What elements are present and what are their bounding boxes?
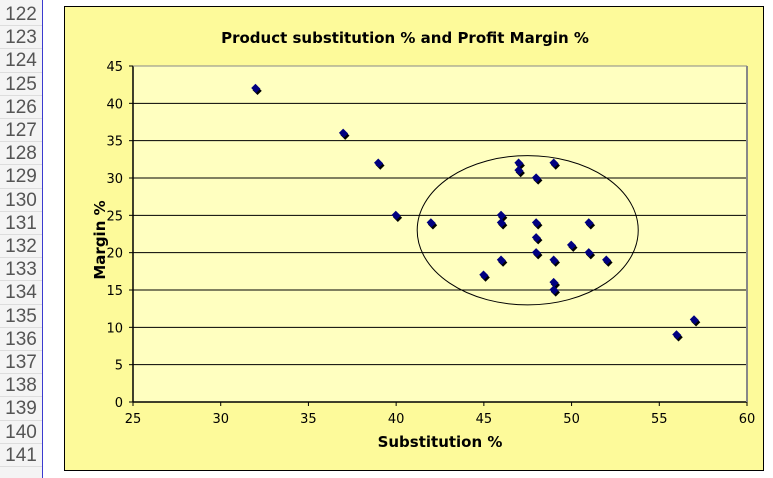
row-number[interactable]: 135: [0, 305, 42, 328]
x-tick-label: 55: [651, 412, 668, 427]
x-tick-label: 60: [739, 412, 756, 427]
row-number[interactable]: 123: [0, 26, 42, 50]
data-point: [549, 285, 559, 295]
data-point: [531, 233, 542, 243]
data-point: [251, 83, 261, 93]
y-tick-label: 5: [115, 359, 123, 374]
data-point: [374, 158, 384, 168]
y-tick-label: 10: [106, 321, 123, 336]
y-tick-label: 40: [106, 97, 123, 112]
data-point: [549, 277, 559, 288]
row-number[interactable]: 133: [0, 258, 42, 282]
data-point: [672, 330, 682, 340]
x-tick-label: 35: [300, 412, 317, 427]
row-number[interactable]: 141: [0, 444, 42, 467]
x-tick-label: 30: [212, 412, 229, 427]
y-axis-label: Margin %: [91, 200, 109, 279]
row-number[interactable]: 127: [0, 119, 42, 143]
y-tick-label: 20: [106, 247, 123, 262]
row-number[interactable]: 131: [0, 212, 42, 235]
row-number[interactable]: 140: [0, 421, 42, 444]
data-point: [531, 248, 542, 258]
x-tick-label: 25: [125, 412, 142, 427]
data-point: [549, 255, 559, 265]
y-tick-label: 25: [106, 209, 123, 224]
row-number[interactable]: 124: [0, 49, 42, 73]
x-tick-label: 45: [476, 412, 493, 427]
data-point: [496, 218, 506, 228]
row-number[interactable]: 132: [0, 235, 42, 259]
row-number[interactable]: 122: [0, 3, 42, 27]
row-number[interactable]: 136: [0, 328, 42, 351]
data-point: [338, 128, 349, 138]
row-number[interactable]: 130: [0, 189, 42, 212]
row-header-column: 122 123 124 125 126 127 128 129 130 131 132 133 134 1…: [0, 0, 43, 478]
row-number[interactable]: 126: [0, 96, 42, 119]
data-point: [514, 165, 524, 176]
data-point: [531, 173, 542, 183]
x-axis-label: Substitution %: [378, 433, 503, 451]
data-point: [514, 158, 524, 168]
row-number[interactable]: 138: [0, 374, 42, 398]
data-point: [426, 218, 436, 228]
data-point: [496, 210, 506, 220]
data-point: [549, 158, 559, 168]
highlight-ellipse: [416, 155, 639, 306]
y-tick-label: 35: [106, 135, 123, 150]
y-tick-label: 0: [115, 396, 123, 411]
x-tick-label: 50: [563, 412, 580, 427]
plot-area: [133, 66, 747, 402]
scatter-chart[interactable]: 0 5 10 15 20 25 30 35 40 45 25 30 35 40 45 50 55 60 Produ…: [64, 6, 764, 471]
data-point: [584, 218, 594, 228]
data-point: [584, 248, 594, 258]
row-number[interactable]: 125: [0, 73, 42, 96]
row-number[interactable]: 139: [0, 397, 42, 421]
chart-title: Product substitution % and Profit Margin…: [221, 29, 589, 47]
chart-svg: 0 5 10 15 20 25 30 35 40 45 25 30 35 40 45 50 55 60 Produ…: [91, 29, 756, 451]
data-point: [689, 315, 699, 325]
y-tick-label: 30: [106, 172, 123, 187]
data-point: [479, 270, 489, 280]
data-point: [496, 255, 506, 265]
data-point: [602, 255, 612, 265]
row-number[interactable]: 128: [0, 142, 42, 166]
x-tick-label: 40: [388, 412, 405, 427]
y-tick-label: 15: [106, 284, 123, 299]
data-point: [391, 210, 401, 220]
y-tick-label: 45: [106, 60, 123, 75]
row-number[interactable]: 134: [0, 281, 42, 305]
row-number[interactable]: 137: [0, 351, 42, 375]
data-point: [566, 240, 577, 250]
row-number[interactable]: 129: [0, 165, 42, 189]
data-point: [531, 218, 542, 228]
